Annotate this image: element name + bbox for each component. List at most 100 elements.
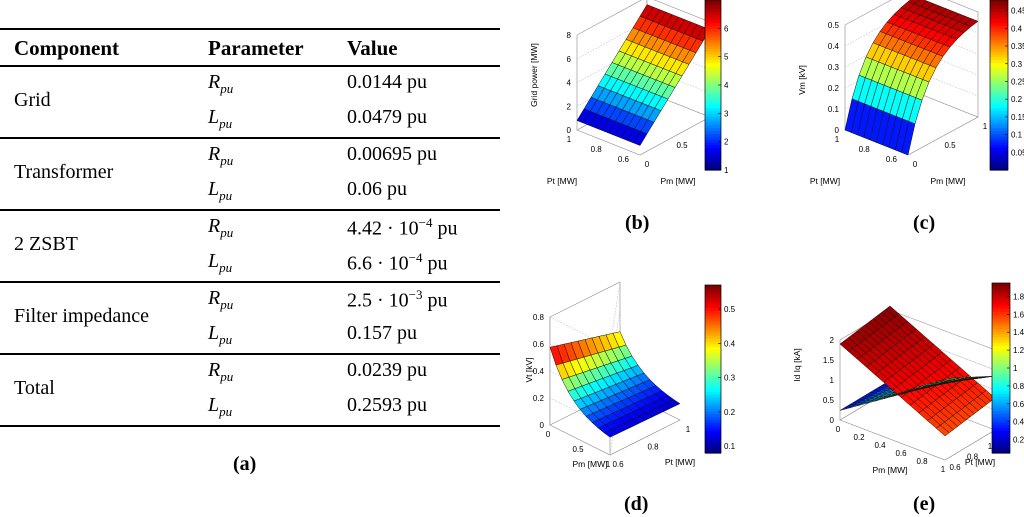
colorbar-band (992, 427, 1010, 431)
colorbar-band (705, 90, 721, 95)
x-tick-label: 0.6 (895, 449, 907, 458)
colorbar-band (992, 339, 1010, 344)
y-tick-label: 0.5 (572, 445, 584, 454)
colorbar-band (705, 285, 721, 289)
grid-line (549, 389, 621, 456)
colorbar-tick-label: 6 (724, 24, 729, 33)
colorbar-band (990, 68, 1008, 72)
colorbar-band (990, 164, 1008, 168)
colorbar-band (705, 141, 721, 146)
colorbar-band (705, 402, 721, 406)
colorbar-band (705, 133, 721, 137)
colorbar-band (990, 119, 1008, 123)
z-tick-label: 4 (567, 79, 572, 88)
colorbar-band (705, 357, 721, 362)
colorbar-band (990, 48, 1008, 52)
colorbar-band (990, 36, 1008, 41)
param-symbol: R (208, 215, 221, 237)
colorbar-tick-label: 3 (724, 109, 729, 118)
table-value: 0.0239 pu (347, 359, 427, 381)
colorbar-band (992, 362, 1010, 366)
colorbar-band (705, 427, 721, 432)
z-axis-label: Vt [kV] (524, 357, 534, 382)
colorbar-band (705, 296, 721, 300)
colorbar-band (992, 436, 1010, 440)
colorbar-tick-label: 0.4 (1011, 24, 1023, 33)
param-symbol: L (208, 106, 220, 128)
colorbar-band (990, 110, 1008, 114)
colorbar-tick-label: 0.4 (1013, 418, 1024, 427)
colorbar-band (705, 76, 721, 80)
param-subscript: pu (220, 297, 234, 312)
colorbar-band (990, 96, 1008, 100)
y-tick-label: 0 (645, 160, 650, 169)
colorbar-band (990, 144, 1008, 148)
param-symbol: L (208, 250, 220, 272)
table-parameter: Rpu (208, 215, 233, 241)
colorbar-band (990, 5, 1008, 10)
table-row-rule (0, 425, 500, 427)
colorbar-band (705, 335, 721, 339)
colorbar-tick-label: 1.2 (1013, 346, 1024, 355)
colorbar-band (992, 288, 1010, 293)
colorbar-band (992, 382, 1010, 386)
table-value: 0.157 pu (347, 322, 417, 344)
z-tick-label: 2 (830, 336, 835, 345)
colorbar-band (705, 107, 721, 112)
colorbar-band (990, 104, 1008, 109)
colorbar-band (990, 42, 1008, 46)
colorbar-tick-label: 5 (724, 53, 729, 62)
colorbar-band (705, 321, 721, 325)
colorbar-band (705, 48, 721, 52)
table-parameter: Rpu (208, 287, 233, 313)
colorbar-tick-label: 0.25 (1011, 77, 1024, 86)
param-subscript: pu (220, 81, 234, 96)
colorbar-band (705, 394, 721, 398)
colorbar-band (705, 153, 721, 157)
x-tick-label: 1 (567, 135, 572, 144)
colorbar-band (705, 79, 721, 83)
colorbar-band (992, 373, 1010, 378)
x-tick-label: 1 (941, 465, 946, 474)
x-axis-label: Pt [MW] (547, 176, 577, 186)
colorbar-band (705, 408, 721, 412)
colorbar-band (705, 65, 721, 69)
y-tick-label: 0.5 (944, 141, 956, 150)
colorbar-band (705, 385, 721, 390)
colorbar-band (705, 73, 721, 78)
value-base: 6.6 · 10 (347, 252, 409, 275)
table-parameter: Rpu (208, 143, 233, 169)
z-tick-label: 0.4 (828, 42, 840, 51)
colorbar-band (705, 45, 721, 49)
colorbar-band (990, 45, 1008, 49)
colorbar-band (990, 153, 1008, 157)
table-value: 0.0479 pu (347, 106, 427, 128)
colorbar-band (992, 291, 1010, 295)
param-symbol: R (208, 143, 221, 165)
y-tick-label: 0 (913, 160, 918, 169)
colorbar-band (990, 107, 1008, 112)
colorbar-band (705, 53, 721, 58)
x-tick-label: 0.8 (859, 145, 871, 154)
colorbar-band (992, 416, 1010, 420)
colorbar-band (992, 336, 1010, 341)
param-symbol: R (208, 71, 221, 93)
plot-vm: 0 0.1 0.2 0.3 0.4 0.5 1 0.8 0.6 0 0.5 1 Vm [kV] Pt [M… (797, 0, 1024, 186)
colorbar-band (990, 99, 1008, 103)
colorbar-band (992, 438, 1010, 443)
colorbar-band (990, 39, 1008, 44)
colorbar-band (705, 14, 721, 18)
colorbar-band (705, 8, 721, 12)
colorbar-band (990, 14, 1008, 18)
z-tick-label: 0 (830, 416, 835, 425)
colorbar-band (705, 338, 721, 342)
colorbar-band (705, 31, 721, 35)
colorbar-band (705, 313, 721, 317)
colorbar-band (705, 299, 721, 303)
colorbar-band (705, 22, 721, 27)
z-tick-label: 0 (567, 126, 572, 135)
table-row-rule (0, 137, 500, 139)
x-tick-label: 0.6 (886, 155, 898, 164)
colorbar-band (990, 130, 1008, 134)
colorbar-band (992, 376, 1010, 380)
